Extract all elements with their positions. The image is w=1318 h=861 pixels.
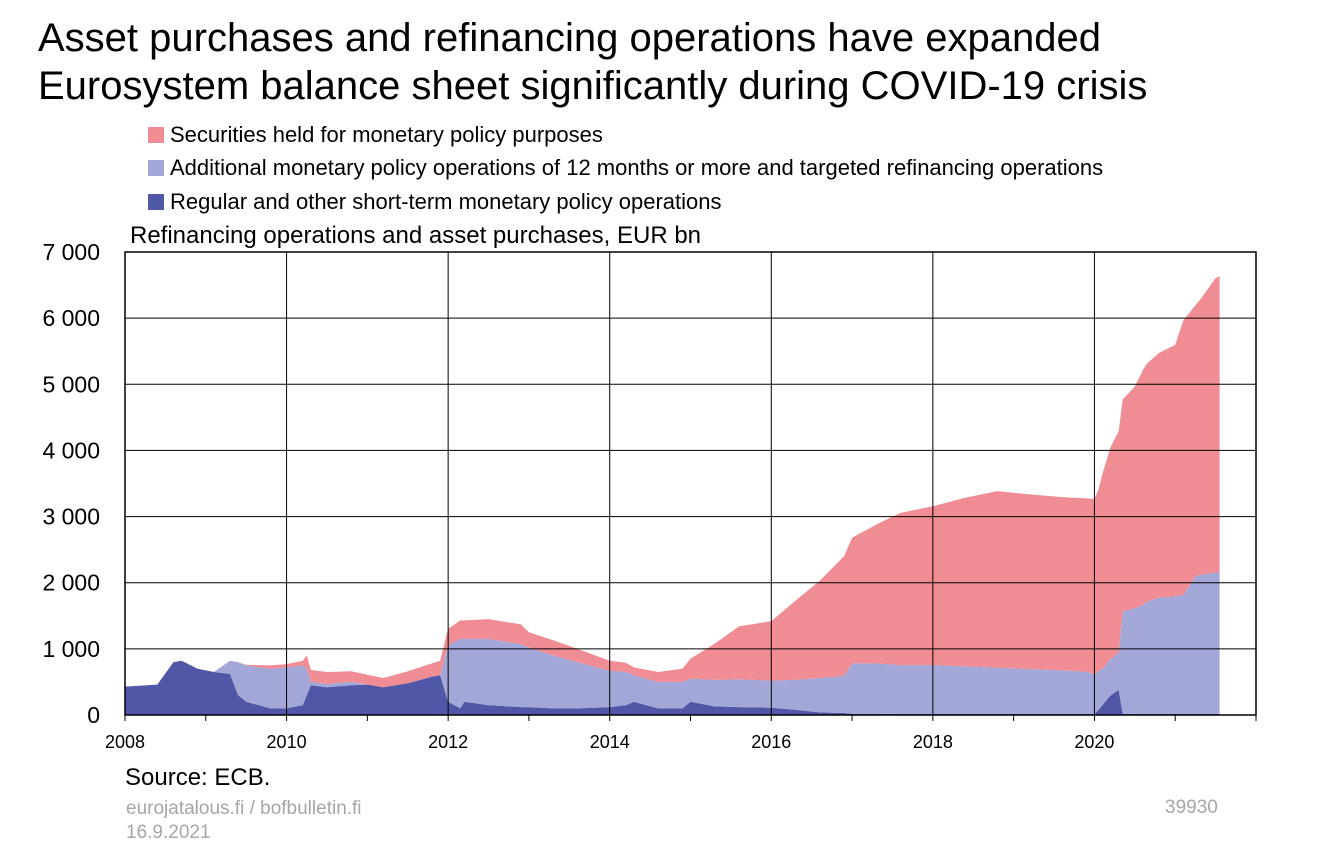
y-tick-label: 3 000: [42, 504, 100, 530]
series-areas: [125, 276, 1220, 715]
legend-swatch: [148, 193, 164, 210]
chart-subtitle: Refinancing operations and asset purchas…: [130, 222, 702, 249]
chart-title-line-1: Asset purchases and refinancing operatio…: [38, 16, 1101, 60]
y-tick-label: 0: [87, 702, 100, 728]
y-tick-label: 1 000: [42, 636, 100, 662]
area-securities-held-for-monetary-policy-purposes: [125, 276, 1220, 688]
legend-label: Securities held for monetary policy purp…: [170, 121, 603, 147]
legend: Securities held for monetary policy purp…: [148, 118, 1103, 219]
x-tick-label: 2008: [105, 732, 145, 752]
legend-item: Additional monetary policy operations of…: [148, 152, 1103, 186]
x-tick-label: 2010: [267, 732, 307, 752]
chart-title-line-2: Eurosystem balance sheet significantly d…: [38, 64, 1148, 108]
y-tick-label: 6 000: [42, 305, 100, 331]
x-tick-label: 2020: [1074, 732, 1114, 752]
axes: [124, 251, 1257, 721]
legend-swatch: [148, 126, 164, 143]
legend-label: Regular and other short-term monetary po…: [170, 188, 722, 214]
gridlines: [125, 252, 1256, 715]
y-tick-label: 4 000: [42, 437, 100, 463]
x-tick-label: 2016: [751, 732, 791, 752]
x-tick-label: 2014: [590, 732, 630, 752]
y-tick-label: 5 000: [42, 371, 100, 397]
legend-label: Additional monetary policy operations of…: [170, 155, 1104, 181]
footer-publisher: eurojatalous.fi / bofbulletin.fi 16.9.20…: [126, 797, 362, 845]
footer-chart-code: 39930: [1165, 797, 1218, 818]
x-tick-label: 2012: [428, 732, 468, 752]
source-note: Source: ECB.: [125, 764, 271, 791]
area-regular-and-other-short-term-monetary-policy-operations: [125, 660, 1220, 715]
legend-item: Securities held for monetary policy purp…: [148, 118, 1103, 152]
x-tick-labels: 2008 2010 2012 2014 2016 2018 2020: [105, 732, 1114, 752]
chart-title: Asset purchases and refinancing operatio…: [38, 14, 1147, 110]
y-tick-label: 2 000: [42, 570, 100, 596]
legend-item: Regular and other short-term monetary po…: [148, 185, 1103, 219]
y-tick-labels: 0 1 000 2 000 3 000 4 000 5 000 6 000 7 000: [42, 239, 100, 728]
legend-swatch: [148, 160, 164, 177]
area-additional-monetary-policy-operations-of-12-months-or-more-and-targeted-refinancing-operations: [125, 572, 1220, 714]
x-tick-label: 2018: [913, 732, 953, 752]
y-tick-label: 7 000: [42, 239, 100, 265]
footer-date: 16.9.2021: [126, 822, 211, 843]
footer-site: eurojatalous.fi / bofbulletin.fi: [126, 798, 362, 819]
